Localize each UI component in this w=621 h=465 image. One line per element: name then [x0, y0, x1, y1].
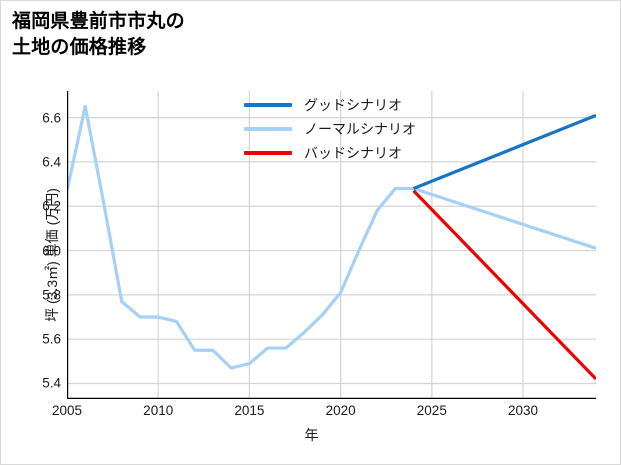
x-axis-label: 年 [304, 427, 319, 443]
chart-plot-svg [67, 91, 596, 399]
series-line [412, 113, 596, 190]
legend-label-normal: ノーマルシナリオ [304, 121, 416, 137]
x-axis-tick-label: 2005 [51, 403, 83, 418]
x-axis-tick-label: 2020 [325, 403, 356, 418]
y-axis-tick-label: 5.4 [42, 375, 61, 391]
legend-item-normal[interactable]: ノーマルシナリオ [244, 117, 474, 141]
y-axis-tick-label: 6.0 [42, 243, 61, 259]
chart-legend: グッドシナリオ ノーマルシナリオ バッドシナリオ [244, 93, 474, 165]
legend-label-good: グッドシナリオ [304, 97, 402, 113]
legend-label-bad: バッドシナリオ [304, 145, 402, 161]
y-axis-tick-label: 5.8 [42, 287, 61, 303]
chart-title: 福岡県豊前市市丸の 土地の価格推移 [12, 11, 185, 58]
series-line [67, 104, 596, 370]
x-axis-tick-label: 2030 [508, 403, 539, 418]
x-axis-tick-label: 2010 [143, 403, 174, 418]
y-axis-tick-label: 6.2 [42, 198, 61, 214]
legend-item-bad[interactable]: バッドシナリオ [244, 141, 474, 165]
y-axis-tick-labels: 5.4 5.6 5.8 6.0 6.2 6.4 6.6 [1, 1, 61, 464]
y-axis-tick-label: 5.6 [42, 331, 61, 347]
plot-area [67, 91, 596, 399]
legend-swatch-bad-icon [244, 151, 292, 155]
y-axis-tick-label: 6.4 [42, 154, 61, 170]
series-line [412, 189, 596, 381]
x-axis-tick-label: 2015 [234, 403, 265, 418]
x-axis-tick-label: 2025 [416, 403, 447, 418]
y-axis-label: 坪 (3.3㎡) 単価 (万円) [43, 188, 60, 322]
y-axis-tick-label: 6.6 [42, 110, 61, 126]
legend-swatch-normal-icon [244, 127, 292, 131]
legend-item-good[interactable]: グッドシナリオ [244, 93, 474, 117]
legend-swatch-good-icon [244, 103, 292, 107]
